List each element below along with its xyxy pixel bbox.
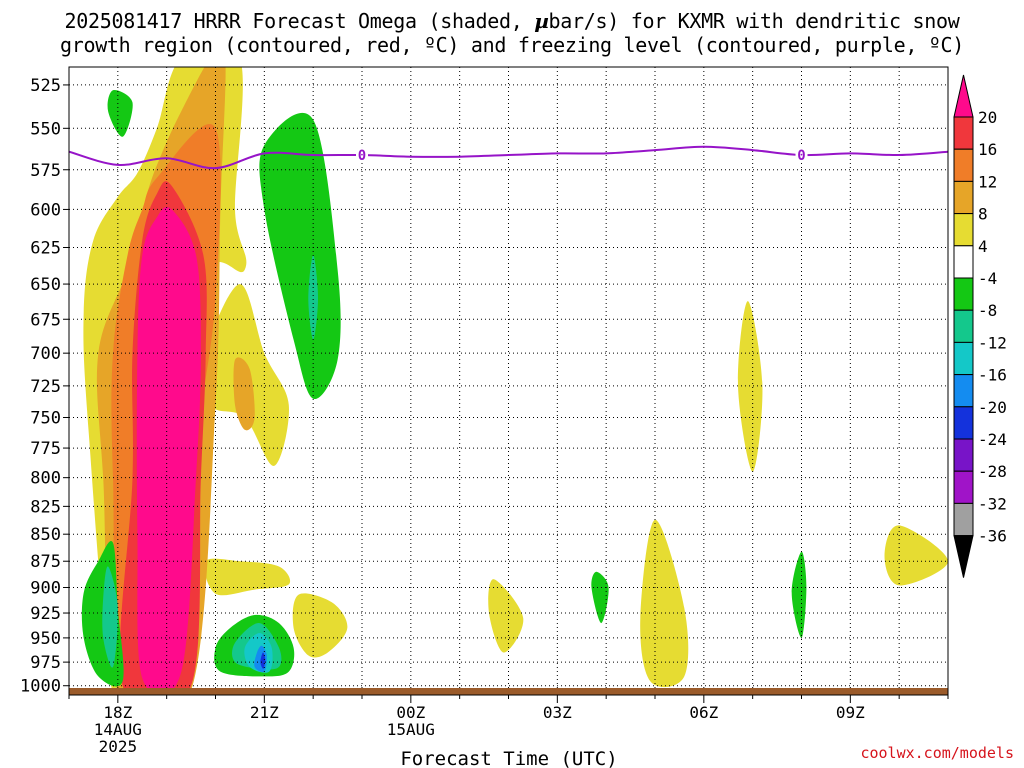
grid-lines [69,67,948,695]
omega-region-12 [259,112,341,400]
colorbar-top-arrow [953,74,974,118]
colorbar-label-6: -8 [978,301,997,320]
colorbar-swatch-11 [953,470,974,504]
colorbar-label-13: -36 [978,527,1007,546]
colorbar-swatch-6 [953,309,974,343]
omega-region-19 [488,579,524,653]
y-axis: 525 550 575 600 625 650 675 700 725 750 775 800 825 8… [20,76,69,697]
omega-region-21 [640,519,689,688]
x-tick-label-6-1: 15AUG [387,720,435,739]
colorbar-label-12: -32 [978,494,1007,513]
colorbar-legend: 20 16 12 8 4 -4 -8 -12 -16 -20 -24 -28 -32 -36 [953,74,1007,578]
colorbar-label-4: 4 [978,237,988,256]
omega-shading [81,67,948,695]
colorbar-swatch-8 [953,374,974,408]
colorbar-label-2: 12 [978,172,997,191]
ground-surface-bar [69,688,948,695]
x-tick-label-0-2: 2025 [99,737,138,756]
colorbar-label-8: -16 [978,366,1007,385]
omega-region-20 [591,571,609,624]
freezing-level-label-1: 0 [797,148,805,164]
y-tick-label-800: 800 [30,469,61,489]
colorbar-label-9: -20 [978,398,1007,417]
x-tick-label-12-0: 06Z [689,703,718,722]
omega-region-22 [737,301,763,472]
colorbar-swatch-10 [953,438,974,472]
y-tick-label-975: 975 [30,653,61,673]
colorbar-swatch-3 [953,213,974,247]
chart-title-line-2: growth region (contoured, red, ºC) and f… [59,33,965,57]
x-tick-label-0-1: 14AUG [94,720,142,739]
y-tick-label-600: 600 [30,200,61,220]
omega-region-9 [107,89,133,137]
omega-region-3 [233,357,255,431]
omega-region-0 [292,593,348,658]
colorbar-label-0: 20 [978,108,997,127]
colorbar-swatch-1 [953,148,974,182]
colorbar-swatch-7 [953,341,974,376]
y-tick-label-575: 575 [30,161,61,181]
x-tick-label-0-0: 18Z [103,703,132,722]
x-tick-label-6-0: 00Z [396,703,425,722]
colorbar-label-10: -24 [978,430,1007,449]
title-suffix: bar/s) for KXMR with dendritic snow [548,9,960,33]
omega-region-11 [102,566,118,668]
colorbar-label-5: -4 [978,269,997,288]
x-tick-label-3-0: 21Z [250,703,279,722]
omega-region-1 [204,558,291,596]
y-tick-label-675: 675 [30,310,61,330]
freezing-level-label-0: 0 [358,148,366,164]
colorbar-swatch-5 [953,277,974,311]
colorbar-swatch-4 [953,245,974,279]
freezing-level-label-bg-1 [795,147,808,164]
colorbar-swatch-12 [953,502,974,537]
x-tick-label-15-0: 09Z [836,703,865,722]
colorbar-swatch-9 [953,406,974,440]
y-tick-label-1000: 1000 [20,677,61,697]
y-tick-label-625: 625 [30,238,61,258]
x-tick-label-9-0: 03Z [543,703,572,722]
colorbar-label-7: -12 [978,333,1007,352]
y-tick-label-650: 650 [30,275,61,295]
y-tick-label-525: 525 [30,76,61,96]
colorbar-label-11: -28 [978,462,1007,481]
x-axis-label: Forecast Time (UTC) [400,748,617,768]
y-tick-label-725: 725 [30,377,61,397]
y-tick-label-925: 925 [30,604,61,624]
colorbar-swatch-0 [953,116,974,150]
y-tick-label-700: 700 [30,344,61,364]
y-tick-label-950: 950 [30,629,61,649]
omega-region-13 [308,254,318,340]
colorbar-bottom-arrow [953,535,974,578]
title-mu: µ [534,9,549,33]
y-tick-label-550: 550 [30,119,61,139]
colorbar-label-3: 8 [978,205,988,224]
y-tick-label-750: 750 [30,408,61,428]
y-tick-label-875: 875 [30,552,61,572]
credit-link[interactable]: coolwx.com/models [860,744,1014,762]
title-prefix: 2025081417 HRRR Forecast Omega (shaded, [64,9,535,33]
y-tick-label-850: 850 [30,525,61,545]
freezing-level-label-bg-0 [356,147,368,164]
y-tick-label-775: 775 [30,439,61,459]
omega-region-8 [136,206,201,695]
chart-title-line-1: 2025081417 HRRR Forecast Omega (shaded, … [0,9,1024,33]
omega-region-23 [791,551,807,638]
omega-region-18 [260,652,266,669]
y-tick-label-900: 900 [30,578,61,598]
colorbar-label-1: 16 [978,140,997,159]
omega-region-24 [884,525,948,586]
y-tick-label-825: 825 [30,497,61,517]
colorbar-swatch-2 [953,180,974,215]
